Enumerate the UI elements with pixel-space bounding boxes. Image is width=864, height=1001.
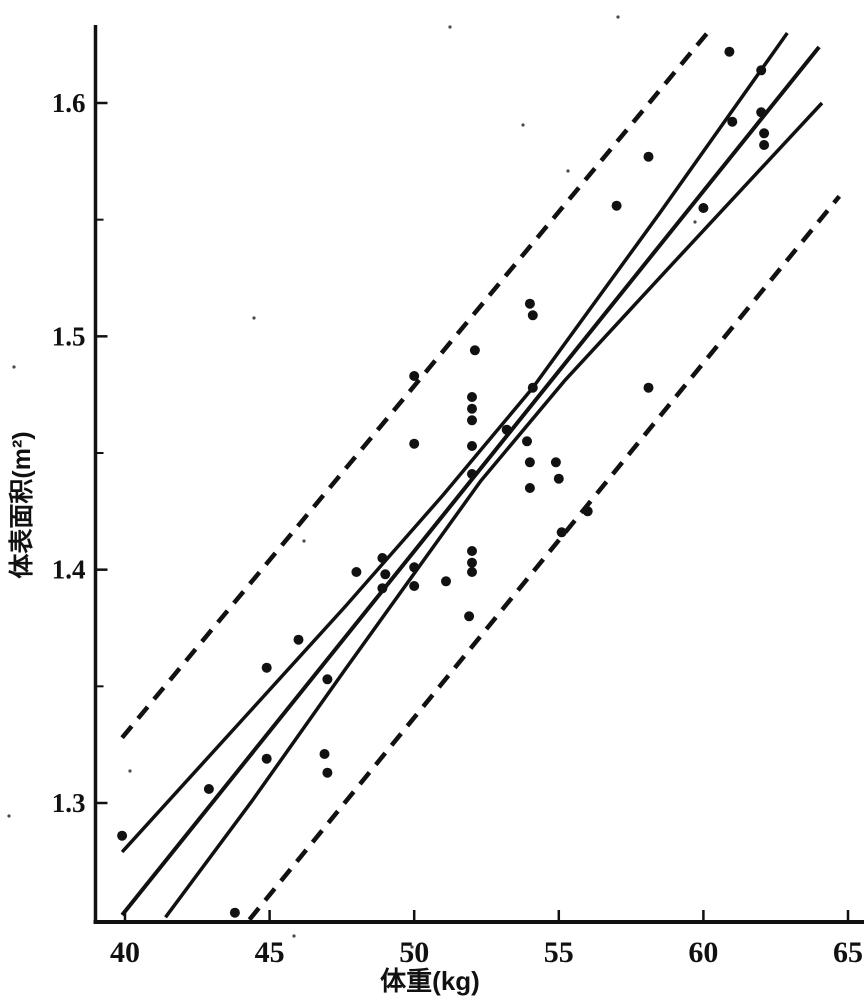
scan-speckle — [252, 316, 256, 320]
data-point — [351, 567, 362, 577]
data-point — [261, 662, 272, 673]
x-tick-label: 50 — [399, 936, 429, 969]
x-axis-title: 体重(kg) — [380, 966, 480, 996]
x-tick-label: 45 — [255, 936, 285, 969]
data-point — [524, 483, 535, 493]
data-point — [409, 371, 420, 381]
x-tick-label: 60 — [688, 936, 718, 969]
lower-confidence-limit — [164, 101, 824, 919]
data-point — [409, 581, 420, 591]
y-tick-label: 1.4 — [52, 555, 86, 585]
data-point — [467, 546, 477, 556]
data-point — [441, 576, 451, 587]
data-point — [550, 457, 561, 468]
y-tick-label: 1.5 — [52, 321, 86, 351]
scan-speckle — [7, 814, 11, 818]
scan-speckle — [448, 25, 452, 29]
data-point — [319, 749, 330, 759]
scan-speckle — [566, 169, 570, 173]
data-point — [203, 784, 214, 794]
data-point — [556, 527, 567, 538]
data-point — [522, 436, 532, 447]
data-point — [469, 345, 480, 356]
data-point — [322, 674, 333, 685]
data-point — [229, 907, 240, 918]
upper-prediction-limit — [120, 29, 711, 740]
x-tick-label: 40 — [110, 936, 140, 969]
scan-speckle — [616, 15, 620, 19]
data-point — [527, 310, 538, 321]
data-point — [756, 107, 767, 118]
data-point — [467, 403, 477, 414]
scan-speckle — [12, 365, 16, 369]
data-point — [380, 569, 391, 580]
y-tick-label: 1.3 — [52, 788, 86, 818]
data-point — [467, 392, 477, 402]
data-point — [756, 65, 767, 76]
regression-line — [120, 45, 821, 917]
data-point — [527, 382, 538, 393]
data-point — [261, 753, 272, 764]
data-point — [467, 469, 477, 479]
data-point — [409, 438, 420, 449]
data-point — [467, 415, 477, 426]
data-point — [467, 557, 477, 568]
data-point — [643, 382, 654, 393]
scan-speckle — [410, 945, 414, 949]
y-axis-title: 体表面积(m²) — [8, 431, 36, 578]
scan-speckle — [302, 539, 306, 543]
data-point — [727, 116, 738, 127]
data-point — [553, 473, 564, 484]
data-point — [582, 506, 593, 517]
data-point — [759, 140, 770, 150]
data-point — [322, 767, 333, 778]
data-point — [117, 830, 128, 841]
data-point — [409, 562, 420, 573]
x-tick-label: 55 — [544, 936, 574, 969]
scan-speckle — [292, 934, 296, 938]
data-point — [611, 200, 622, 211]
data-point — [377, 553, 388, 563]
data-point — [643, 151, 654, 162]
data-point — [524, 298, 535, 309]
x-tick-label: 65 — [833, 936, 863, 969]
y-tick-label: 1.6 — [52, 88, 86, 118]
data-point — [467, 567, 477, 577]
upper-confidence-limit — [120, 31, 789, 854]
data-point — [724, 46, 735, 57]
scan-speckle — [128, 769, 132, 773]
data-point — [759, 128, 770, 139]
data-point — [501, 424, 512, 435]
data-point — [698, 203, 709, 213]
data-point — [464, 611, 475, 622]
plot-content: 1.3 1.4 1.5 1.6 40 45 50 55 60 65 — [7, 15, 864, 969]
scan-speckle — [521, 123, 525, 127]
data-point — [467, 441, 477, 451]
scan-speckle — [693, 220, 697, 224]
lower-prediction-limit — [247, 194, 842, 922]
data-point — [293, 634, 304, 645]
data-point — [377, 583, 388, 594]
data-point — [524, 457, 535, 468]
